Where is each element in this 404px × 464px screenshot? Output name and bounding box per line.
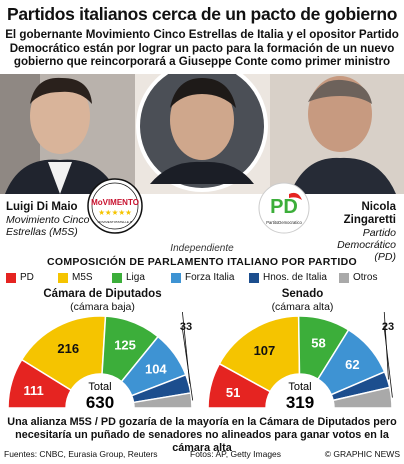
m5s-logo-text: MoVIMENTO (91, 198, 139, 207)
legend-label-liga: Liga (126, 272, 145, 283)
seat-leader-senado-otros (383, 325, 393, 398)
seat-leader-diputados-otros (181, 325, 194, 401)
legend-label-hnos-de-italia: Hnos. de Italia (263, 272, 327, 283)
footnote: Una alianza M5S / PD gozaría de la mayor… (7, 416, 397, 454)
chamber-subtitle-senado: (cámara alta) (271, 301, 334, 313)
chamber-title-diputados: Cámara de Diputados (43, 288, 162, 300)
conte-name: Giuseppe Conte (164, 231, 240, 243)
legend-swatch-pd (6, 273, 16, 283)
legend-swatch-hnos-de-italia (249, 273, 259, 283)
di-maio-role: Movimiento Cinco Estrellas (M5S) (6, 214, 90, 238)
seat-label-senado-otros: 23 (382, 321, 394, 333)
legend-swatch-m5s (58, 273, 68, 283)
total-value-senado: 319 (286, 393, 314, 412)
seat-label-diputados-otros: 33 (180, 321, 192, 333)
seat-label-senado-liga: 58 (311, 336, 325, 351)
photo-credits: Fotos: AP, Getty Images (190, 449, 282, 459)
seat-segment-senado-m5s (218, 315, 301, 393)
zingaretti-name: Nicola Zingaretti (343, 201, 396, 226)
pd-logo-text: PD (270, 196, 298, 218)
page-title: Partidos italianos cerca de un pacto de … (7, 4, 398, 24)
conte-role: Independiente (170, 243, 234, 254)
seat-label-diputados-hnos-de-italia: 41 (180, 312, 192, 315)
seat-label-diputados-pd: 111 (23, 383, 43, 398)
zingaretti-portrait (270, 74, 404, 194)
m5s-logo-url: MOVIMENTO5STELLE.IT (98, 220, 133, 224)
m5s-logo: MoVIMENTO ★★★★★ MOVIMENTO5STELLE.IT (87, 178, 143, 234)
total-value-diputados: 630 (86, 393, 114, 412)
seat-segment-diputados-m5s (20, 315, 107, 392)
zingaretti-role: Partido Democrático (PD) (337, 227, 396, 263)
legend-label-m5s: M5S (72, 272, 93, 283)
conte-portrait (136, 74, 268, 192)
legend-swatch-forza-italia (171, 273, 181, 283)
seat-label-diputados-forza-italia: 104 (145, 361, 167, 376)
legend: PD M5S Liga Forza Italia Hnos. de Italia… (6, 272, 402, 286)
leaders-photo-band (0, 74, 404, 194)
seat-segment-diputados-otros (132, 392, 193, 409)
legend-title: COMPOSICIÓN DE PARLAMENTO ITALIANO POR P… (47, 256, 357, 268)
di-maio-name: Luigi Di Maio (6, 201, 78, 213)
parliament-charts: 1112161251044133Total6305110758621823Tot… (7, 312, 394, 412)
legend-swatch-liga (112, 273, 122, 283)
page-subtitle: El gobernante Movimiento Cinco Estrellas… (5, 28, 399, 68)
legend-swatch-otros (339, 273, 349, 283)
seat-label-senado-hnos-de-italia: 18 (382, 312, 394, 315)
total-label-senado: Total (288, 381, 311, 393)
total-label-diputados: Total (88, 381, 111, 393)
legend-label-pd: PD (20, 272, 34, 283)
seat-label-diputados-m5s: 216 (57, 341, 79, 356)
pd-logo-caption: PartitoDemocratico (266, 220, 302, 225)
pd-logo: PD PartitoDemocratico (258, 182, 310, 234)
chamber-subtitle-diputados: (cámara baja) (70, 301, 135, 313)
seat-label-senado-pd: 51 (226, 385, 240, 400)
m5s-logo-stars: ★★★★★ (98, 208, 132, 217)
legend-label-forza-italia: Forza Italia (185, 272, 235, 283)
agency-credit: © GRAPHIC NEWS (324, 449, 400, 459)
seat-label-senado-forza-italia: 62 (345, 357, 359, 372)
chamber-title-senado: Senado (281, 288, 324, 300)
sources: Fuentes: CNBC, Eurasia Group, Reuters (4, 449, 158, 459)
leaders-illustration (0, 74, 404, 194)
seat-label-senado-m5s: 107 (254, 343, 276, 358)
seat-label-diputados-liga: 125 (114, 338, 136, 353)
legend-label-otros: Otros (353, 272, 378, 283)
di-maio-portrait (0, 74, 135, 194)
seat-segment-senado-otros (332, 386, 393, 409)
